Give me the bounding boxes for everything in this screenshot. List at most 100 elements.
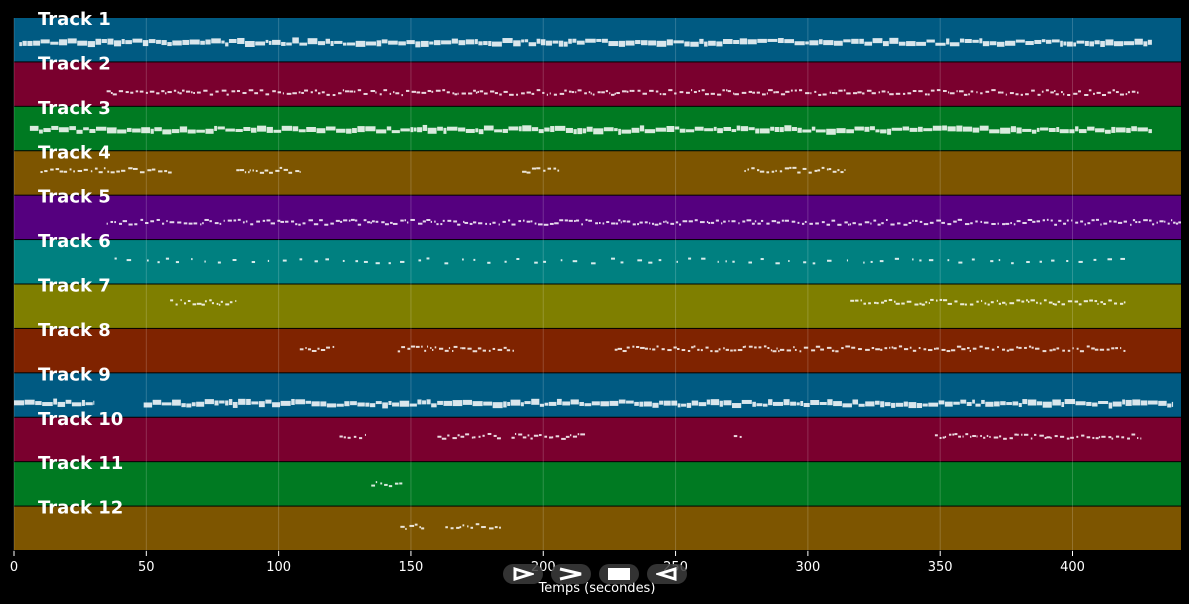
note: [459, 526, 462, 529]
note: [286, 92, 292, 95]
note: [1106, 348, 1110, 351]
next-button[interactable]: [551, 564, 591, 584]
note: [1051, 39, 1060, 43]
note: [473, 258, 476, 261]
note: [675, 221, 679, 224]
note: [622, 90, 627, 93]
note: [503, 401, 507, 408]
note: [942, 436, 945, 439]
note: [951, 349, 956, 352]
note: [347, 436, 351, 439]
note: [1073, 42, 1077, 47]
note: [889, 346, 891, 349]
note: [779, 170, 783, 173]
note: [388, 40, 398, 45]
track-lane: [14, 195, 1181, 240]
note: [475, 523, 480, 526]
note: [444, 262, 449, 265]
note: [738, 222, 740, 225]
note: [453, 345, 458, 348]
note: [363, 219, 367, 222]
note: [389, 92, 392, 95]
note: [1147, 400, 1158, 405]
note: [776, 221, 781, 224]
note: [29, 125, 39, 131]
note: [214, 400, 219, 406]
note: [298, 223, 301, 226]
note: [1095, 218, 1100, 221]
note: [770, 349, 773, 352]
note: [325, 258, 330, 261]
note: [953, 220, 957, 223]
note: [257, 125, 267, 132]
note: [151, 168, 156, 171]
note: [663, 400, 671, 406]
note: [801, 222, 805, 225]
note: [171, 129, 180, 134]
note: [884, 347, 888, 350]
note: [559, 92, 565, 95]
stop-button[interactable]: [599, 564, 639, 584]
note: [434, 220, 436, 223]
note: [1107, 91, 1112, 94]
note: [492, 221, 496, 224]
note: [844, 221, 848, 224]
note: [352, 128, 357, 134]
note: [576, 40, 585, 45]
note: [272, 39, 281, 45]
note: [427, 345, 429, 348]
note: [429, 41, 434, 45]
note: [510, 399, 521, 406]
note: [355, 40, 366, 47]
track-label: Track 3: [38, 98, 111, 119]
note: [462, 258, 464, 261]
note: [779, 127, 784, 133]
note: [710, 92, 715, 95]
play-forward-button[interactable]: [503, 564, 543, 584]
note: [685, 91, 690, 94]
note: [524, 401, 531, 405]
play-backward-button[interactable]: [647, 564, 687, 584]
note: [1095, 128, 1105, 133]
note: [860, 299, 862, 302]
note: [584, 92, 587, 95]
note: [1117, 221, 1123, 224]
note: [1005, 222, 1010, 225]
note: [1054, 435, 1058, 438]
note: [851, 346, 856, 349]
note: [918, 90, 923, 93]
note: [637, 259, 643, 262]
note: [1122, 399, 1126, 405]
note: [875, 400, 880, 405]
note: [963, 93, 968, 96]
note: [1000, 401, 1006, 406]
note: [270, 222, 275, 225]
note: [957, 218, 963, 221]
note: [431, 403, 437, 408]
note: [784, 219, 789, 222]
note: [655, 90, 659, 93]
note: [877, 223, 881, 226]
note: [110, 220, 114, 223]
note: [161, 222, 165, 225]
note: [367, 221, 371, 224]
note: [821, 221, 825, 224]
playback-controls: [503, 564, 687, 584]
note: [912, 90, 917, 93]
note: [835, 350, 839, 353]
note: [106, 222, 108, 225]
note: [291, 398, 295, 405]
note: [266, 219, 271, 222]
note: [248, 171, 250, 174]
note: [772, 350, 777, 353]
note: [1066, 219, 1069, 222]
note: [238, 398, 246, 405]
note: [622, 220, 626, 223]
note: [814, 169, 818, 172]
note: [90, 170, 93, 173]
note: [516, 93, 519, 96]
note: [634, 401, 639, 406]
note: [1080, 220, 1084, 223]
note: [553, 93, 557, 96]
note: [122, 220, 128, 223]
